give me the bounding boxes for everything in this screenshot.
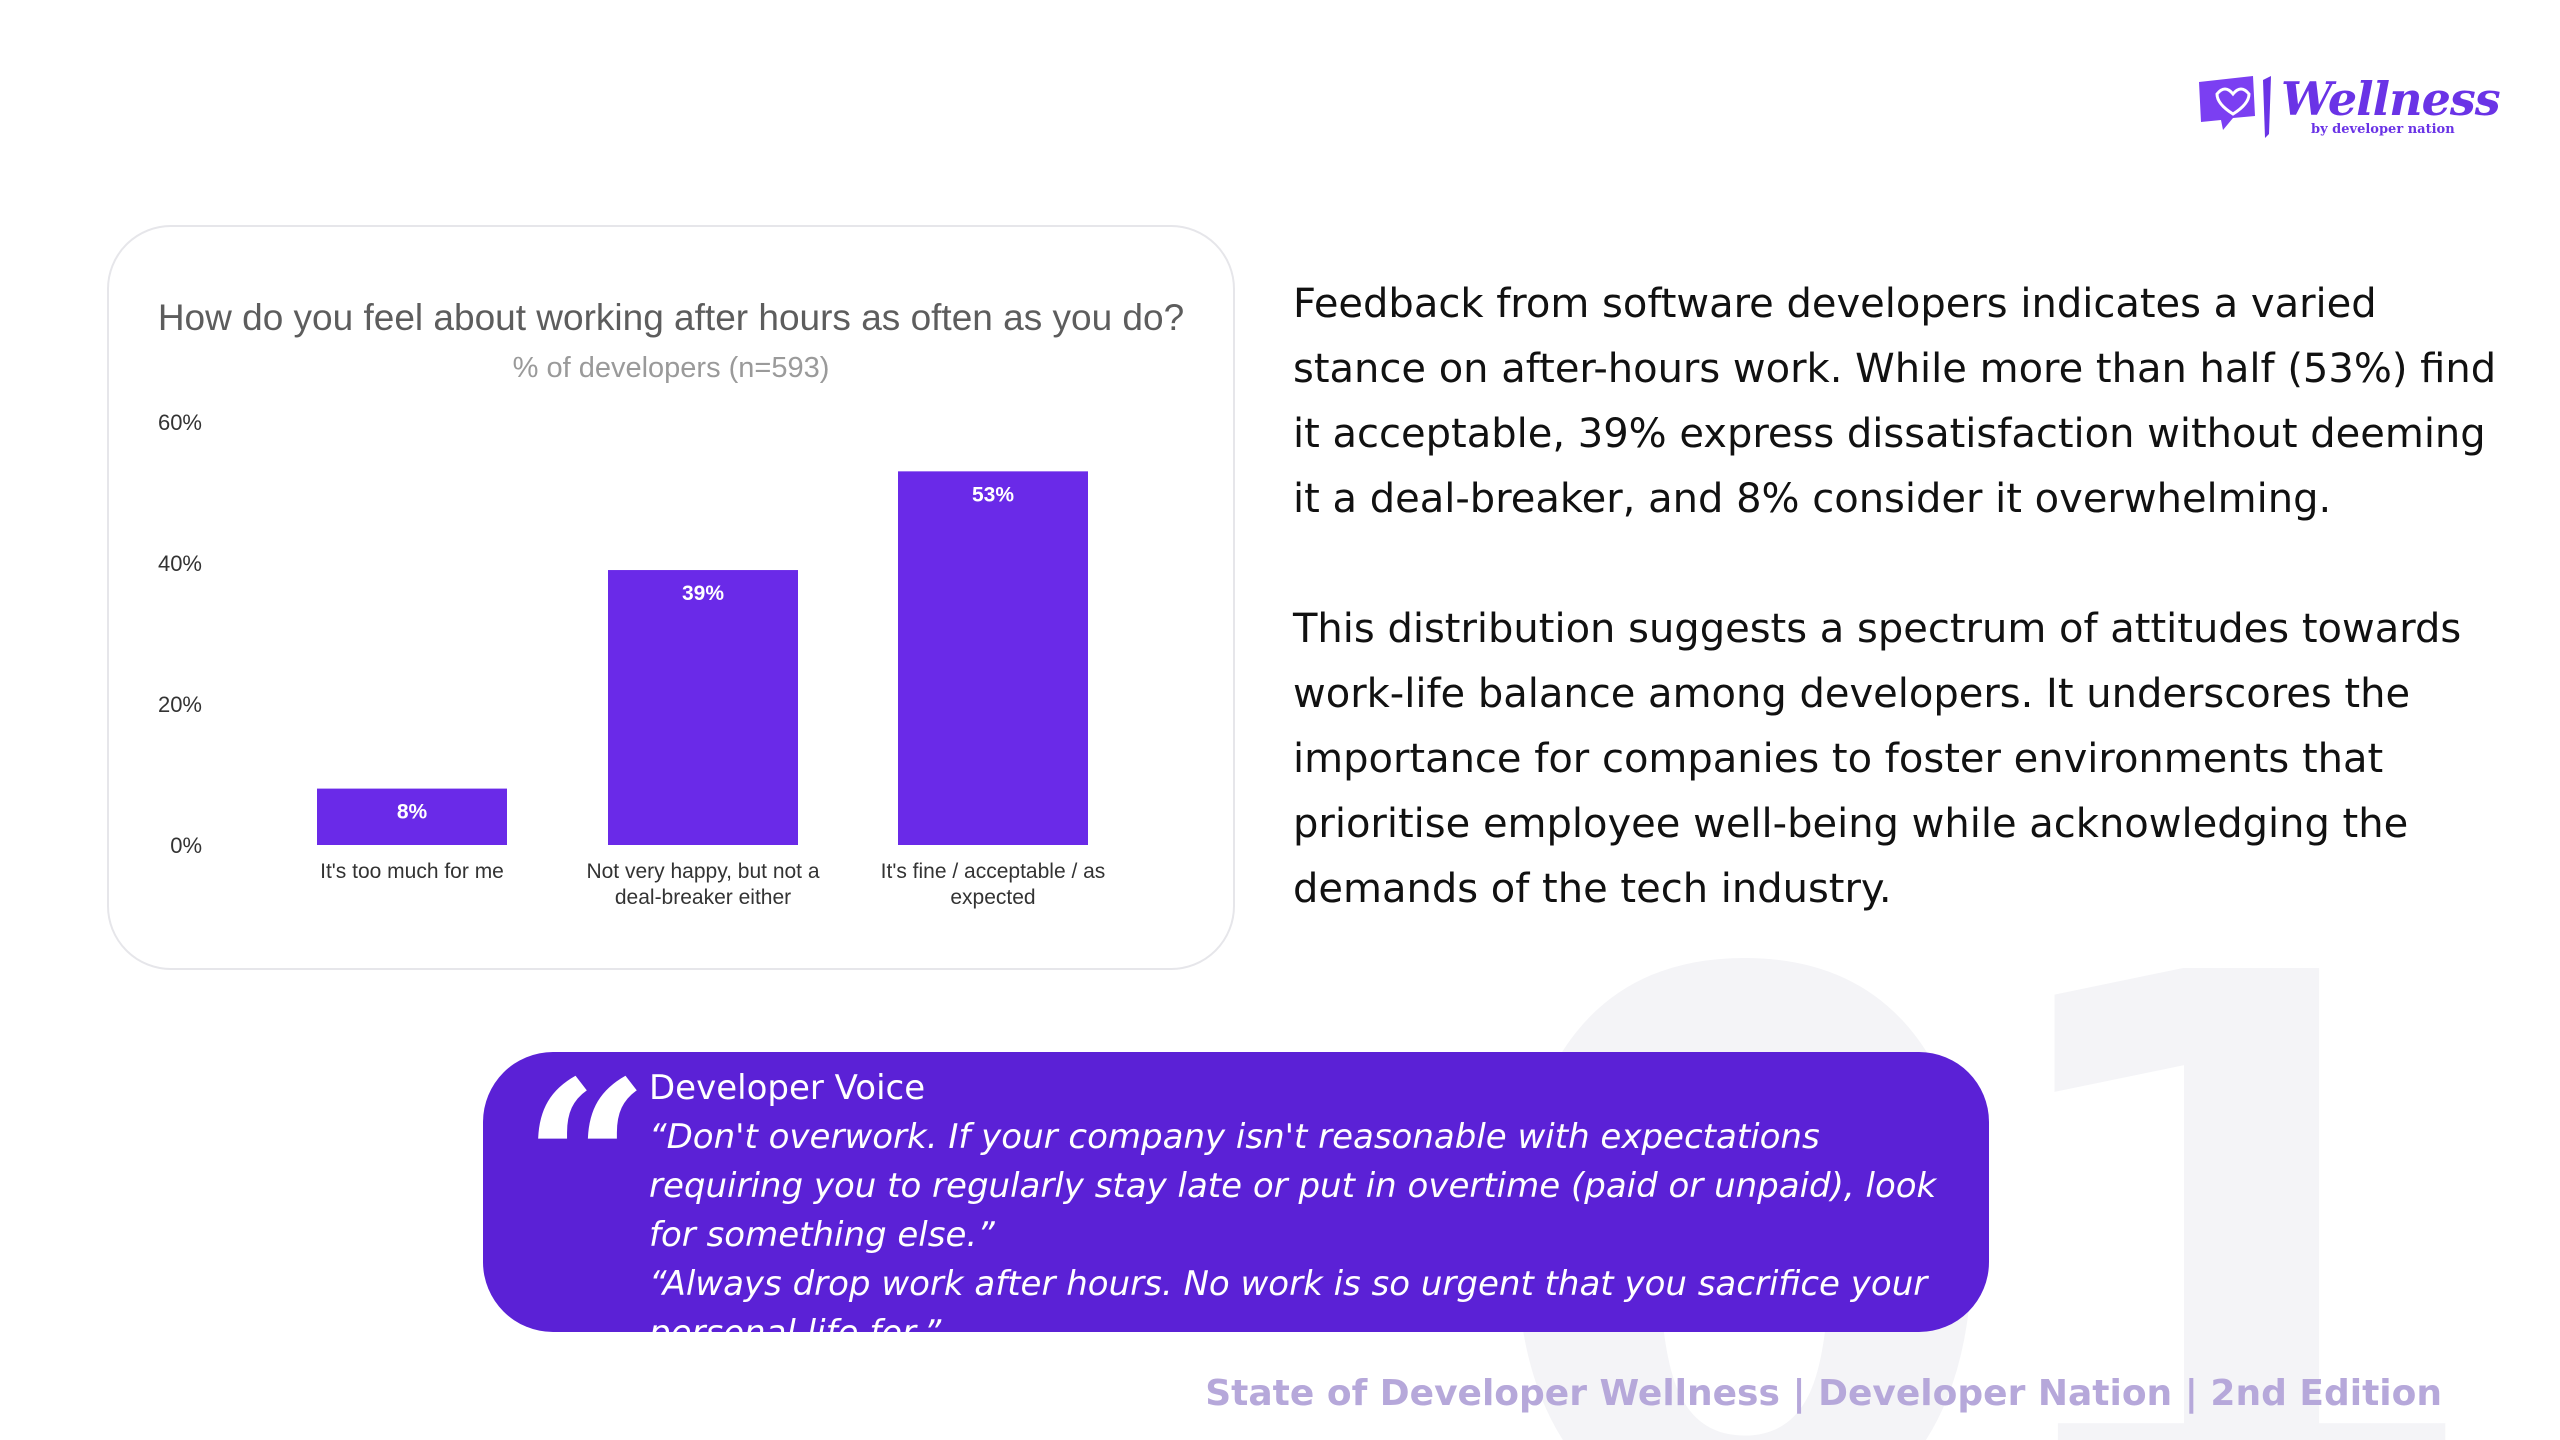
logo-subtitle: by developer nation: [2311, 122, 2455, 137]
chart-card: How do you feel about working after hour…: [107, 225, 1235, 970]
x-tick-label: expected: [950, 886, 1035, 909]
y-tick-label: 60%: [158, 410, 202, 435]
bar-1: [317, 788, 507, 845]
quote-2: “Always drop work after hours. No work i…: [649, 1264, 1928, 1353]
bar-3: [898, 471, 1088, 845]
bar-value-label: 53%: [972, 483, 1014, 506]
x-tick-label: It's fine / acceptable / as: [881, 860, 1106, 883]
y-tick-label: 0%: [170, 833, 202, 858]
x-tick-label: deal-breaker either: [615, 886, 791, 909]
chart-title: How do you feel about working after hour…: [157, 297, 1185, 338]
footer-credit: State of Developer Wellness | Developer …: [1205, 1373, 2442, 1414]
x-tick-label: It's too much for me: [320, 860, 504, 883]
logo-wordmark: Wellness: [2281, 72, 2501, 126]
quote-1: “Don't overwork. If your company isn't r…: [649, 1117, 1937, 1255]
x-tick-label: Not very happy, but not a: [586, 860, 819, 883]
y-tick-label: 20%: [158, 692, 202, 717]
chat-bubble-icon: [2199, 76, 2271, 138]
bar-value-label: 8%: [397, 801, 428, 824]
body-paragraph-1: Feedback from software developers indica…: [1293, 281, 2497, 522]
quote-text: Developer Voice “Don't overwork. If your…: [649, 1064, 1959, 1358]
bar-value-label: 39%: [682, 582, 724, 605]
chart-subtitle: % of developers (n=593): [512, 352, 830, 384]
bar-2: [608, 570, 798, 845]
body-text: Feedback from software developers indica…: [1293, 272, 2508, 987]
bar-chart: 0% 20% 40% 60% 8% It's too much for me 39% Not …: [158, 410, 1106, 909]
developer-voice-box: “ Developer Voice “Don't overwork. If yo…: [483, 1032, 1989, 1353]
wellness-logo: Wellness by developer nation: [2195, 68, 2501, 150]
quote-mark-icon: “: [523, 1032, 650, 1291]
body-paragraph-2: This distribution suggests a spectrum of…: [1293, 606, 2462, 912]
y-tick-label: 40%: [158, 551, 202, 576]
quote-label: Developer Voice: [649, 1068, 926, 1108]
